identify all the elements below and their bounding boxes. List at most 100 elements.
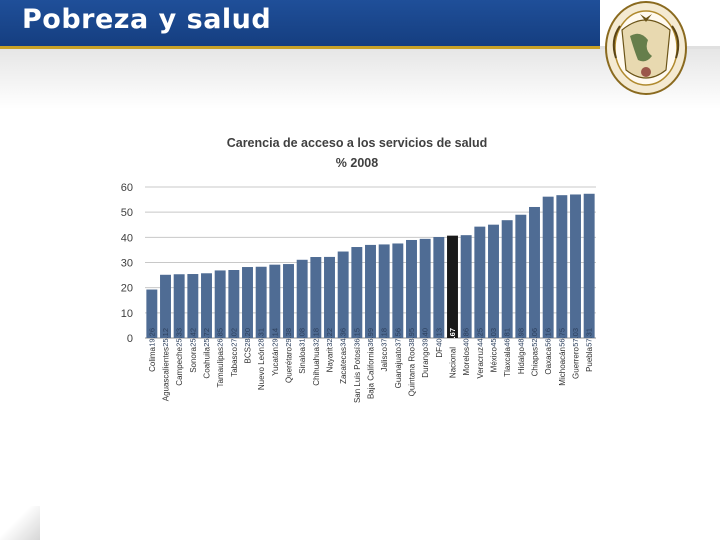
bar <box>515 214 527 338</box>
bar <box>556 195 568 338</box>
bar <box>365 244 376 338</box>
bar <box>146 289 158 338</box>
bar-value-label: 37.18 <box>380 328 389 347</box>
x-category-label: Chihuahua <box>312 346 321 385</box>
bar <box>542 196 554 338</box>
bar <box>583 193 595 338</box>
bar-value-label: 48.98 <box>516 328 525 347</box>
x-category-label: Nayarit <box>326 346 335 372</box>
x-category-label: Coahuila <box>203 346 212 378</box>
bar-value-label: 36.99 <box>366 328 375 347</box>
x-category-label: Campeche <box>175 346 184 385</box>
x-category-label: Hidalgo <box>517 346 526 374</box>
bar <box>201 273 212 338</box>
y-tick-label: 40 <box>121 232 133 244</box>
x-category-label: Zacatecas <box>339 347 348 384</box>
bar <box>242 267 253 338</box>
bar <box>406 239 417 338</box>
x-category-label: Veracruz <box>476 347 485 379</box>
bar <box>433 237 445 338</box>
bar-value-label: 40.86 <box>462 328 471 347</box>
page-title: Pobreza y salud <box>22 4 272 35</box>
x-category-label: México <box>490 346 499 372</box>
bar-value-label: 28.31 <box>257 328 266 347</box>
x-axis: Colima Aguascalientes Campeche Sonora Coahui… <box>148 346 594 403</box>
bar-value-label: 40.67 <box>448 328 457 347</box>
x-category-label: Querétaro <box>285 346 294 383</box>
bar <box>255 266 267 338</box>
x-category-label: Jalisco <box>380 346 389 371</box>
seal-icon <box>605 1 687 95</box>
bar-value-label: 29.38 <box>284 328 293 347</box>
header-shadow <box>0 49 720 109</box>
chart-subtitle: % 2008 <box>336 156 378 170</box>
x-category-label: Baja California <box>367 346 376 399</box>
x-category-label: Quintana Roo <box>408 346 417 396</box>
bar <box>283 264 294 338</box>
bar <box>269 264 281 338</box>
bar-value-label: 38.95 <box>407 328 416 347</box>
x-category-label: Sinaloa <box>298 346 307 373</box>
bar-value-label: 25.33 <box>175 328 184 347</box>
bar <box>488 224 499 338</box>
bar-value-label: 26.85 <box>216 328 225 347</box>
bar <box>529 206 540 338</box>
y-tick-label: 30 <box>121 258 133 270</box>
bar-value-label: 32.18 <box>311 328 320 347</box>
bar-value-label: 39.40 <box>421 328 430 347</box>
y-tick-label: 20 <box>121 283 133 295</box>
chart-bars: 19.26 25.12 25.33 25.42 25.72 26.85 27.02 28.20… <box>146 193 595 347</box>
chart-title: Carencia de acceso a los servicios de sa… <box>227 136 488 150</box>
bar-value-label: 25.12 <box>161 328 170 347</box>
bar <box>570 194 581 338</box>
x-category-label: Michoacán <box>558 347 567 386</box>
x-category-label: Morelos <box>462 347 471 375</box>
bar <box>419 238 431 338</box>
bar <box>214 270 226 338</box>
x-category-label: Yucatán <box>271 347 280 376</box>
x-category-label: Tlaxcala <box>503 346 512 376</box>
title-bar: Pobreza y salud <box>0 0 600 46</box>
bar <box>351 247 363 338</box>
bar-value-label: 31.08 <box>298 328 307 347</box>
x-category-label: Chiapas <box>531 347 540 376</box>
corner-decoration <box>0 506 40 540</box>
bar-value-label: 37.56 <box>393 328 402 347</box>
y-tick-label: 50 <box>121 207 133 219</box>
x-category-label: Colima <box>148 346 157 371</box>
bar-value-label: 52.06 <box>530 328 539 347</box>
bar-value-label: 46.81 <box>503 328 512 347</box>
bar <box>378 244 390 338</box>
bar <box>310 257 322 338</box>
bar <box>296 259 308 338</box>
x-category-label: Durango <box>421 346 430 377</box>
x-category-label: Tabasco <box>230 346 239 376</box>
bar-value-label: 56.75 <box>557 328 566 347</box>
x-category-label: Nacional <box>449 347 458 378</box>
y-tick-label: 60 <box>121 182 133 194</box>
bar-value-label: 25.72 <box>202 328 211 347</box>
y-axis: 0 10 20 30 40 50 60 <box>121 182 133 345</box>
x-category-label: Oaxaca <box>544 346 553 374</box>
bar <box>228 269 240 338</box>
bar <box>460 235 472 338</box>
bar-value-label: 29.14 <box>270 328 279 347</box>
bar-value-label: 56.16 <box>544 328 553 347</box>
x-category-label: DF <box>435 347 444 358</box>
bar-value-label: 25.42 <box>188 328 197 347</box>
title-underline <box>0 46 600 49</box>
bar-value-label: 57.03 <box>571 328 580 347</box>
bar <box>173 274 185 338</box>
x-category-label: BCS <box>244 347 253 363</box>
x-category-label: Guanajuato <box>394 346 403 388</box>
bar-value-label: 19.26 <box>147 328 156 347</box>
x-category-label: Tamaulipas <box>216 347 225 387</box>
y-tick-label: 0 <box>127 333 133 345</box>
bar <box>392 243 404 338</box>
x-category-label: Sonora <box>189 346 198 372</box>
bar-value-label: 27.02 <box>229 328 238 347</box>
bar <box>337 251 349 338</box>
bar-value-label: 28.20 <box>243 328 252 347</box>
unam-seal-logo <box>600 0 692 100</box>
bar-value-label: 57.31 <box>585 328 594 347</box>
